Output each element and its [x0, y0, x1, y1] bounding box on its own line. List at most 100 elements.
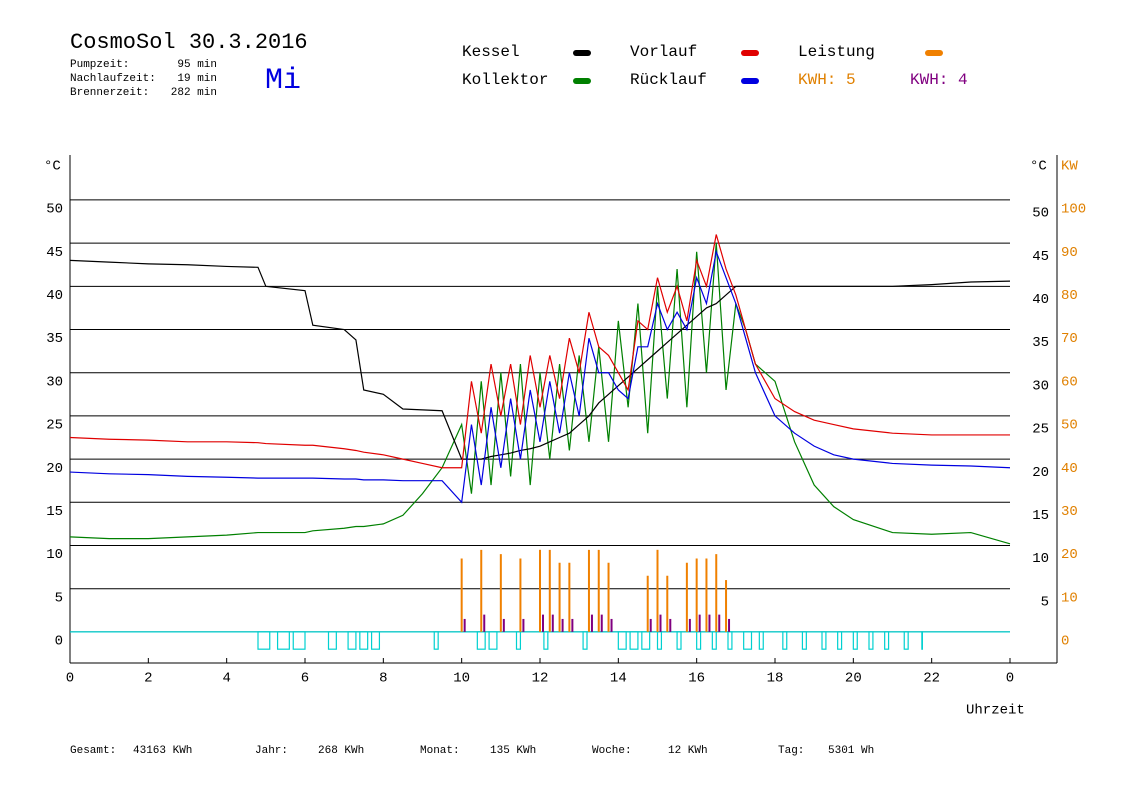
y-tick-label: 30: [46, 374, 63, 390]
pump-pulse: [292, 631, 306, 650]
x-tick-label: 4: [222, 671, 230, 687]
footer-value: 268 KWh: [318, 745, 364, 757]
y-tick-label: 25: [46, 418, 63, 434]
footer-label: Gesamt:: [70, 745, 116, 757]
y-tick-label: 20: [46, 461, 63, 477]
info-label: Nachlaufzeit:: [70, 73, 156, 85]
pump-pulse: [837, 631, 843, 650]
pump-pulse: [656, 631, 663, 650]
info-label: Brennerzeit:: [70, 87, 149, 99]
y2-tick-label: 50: [1061, 418, 1078, 434]
y2-tick-label: 80: [1061, 288, 1078, 304]
pump-pulse: [758, 631, 764, 650]
pump-pulse: [884, 631, 890, 650]
y-tick-label: 35: [46, 331, 63, 347]
x-tick-label: 8: [379, 671, 387, 687]
pump-pulse: [641, 631, 651, 650]
pump-pulse: [821, 631, 827, 650]
info-value: 19 min: [177, 73, 217, 85]
pump-pulse: [629, 631, 639, 650]
footer-label: Woche:: [592, 745, 632, 757]
y2-tick-label: 60: [1061, 374, 1078, 390]
y-tick-label-right: 20: [1032, 465, 1049, 481]
pump-pulse: [743, 631, 753, 650]
info-value: 95 min: [177, 59, 217, 71]
y-tick-label: 15: [46, 504, 63, 520]
legend-label: Rücklauf: [630, 71, 707, 89]
info-label: Pumpzeit:: [70, 59, 129, 71]
footer-label: Monat:: [420, 745, 460, 757]
x-tick-label: 12: [532, 671, 549, 687]
x-tick-label: 14: [610, 671, 627, 687]
pump-pulse: [359, 631, 369, 650]
pump-pulse: [476, 631, 486, 650]
kwh-label: KWH: 5: [798, 71, 856, 89]
info-value: 282 min: [171, 87, 217, 99]
y2-tick-label: 30: [1061, 504, 1078, 520]
x-tick-label: 0: [1006, 671, 1014, 687]
footer-label: Jahr:: [255, 745, 288, 757]
y2-tick-label: 40: [1061, 461, 1078, 477]
pump-pulse: [617, 631, 627, 650]
pump-pulse: [782, 631, 788, 650]
y-tick-label-right: 25: [1032, 422, 1049, 438]
pump-pulse: [801, 631, 807, 650]
y2-tick-label: 0: [1061, 634, 1069, 650]
x-tick-label: 16: [688, 671, 705, 687]
y-tick-label-right: 30: [1032, 378, 1049, 394]
pump-pulse: [903, 631, 909, 650]
footer-label: Tag:: [778, 745, 804, 757]
series-line: [69, 249, 1011, 504]
y-tick-label-right: 50: [1032, 206, 1049, 222]
pump-pulse: [676, 631, 682, 650]
pump-pulse: [370, 631, 381, 650]
pump-pulse: [327, 631, 337, 650]
y-tick-label: 40: [46, 288, 63, 304]
footer-value: 43163 KWh: [133, 745, 192, 757]
y2-axis-label: KW: [1061, 159, 1078, 175]
kwh-label: KWH: 4: [910, 71, 968, 89]
footer-value: 5301 Wh: [828, 745, 874, 757]
pump-pulse: [852, 631, 858, 650]
y2-tick-label: 10: [1061, 590, 1078, 606]
y-tick-label: 10: [46, 547, 63, 563]
x-tick-label: 2: [144, 671, 152, 687]
y2-tick-label: 70: [1061, 331, 1078, 347]
series-line: [69, 259, 1011, 460]
pump-pulse: [257, 631, 271, 650]
pump-pulse: [433, 631, 439, 650]
y-axis-label: °C: [44, 159, 61, 175]
legend-label: Leistung: [798, 43, 875, 61]
pump-pulse: [347, 631, 357, 650]
pump-pulse: [276, 631, 290, 650]
y2-tick-label: 90: [1061, 245, 1078, 261]
y2-tick-label: 20: [1061, 547, 1078, 563]
x-tick-label: 20: [845, 671, 862, 687]
y-tick-label: 0: [55, 634, 63, 650]
chart-title: CosmoSol 30.3.2016: [70, 30, 308, 55]
footer-value: 135 KWh: [490, 745, 536, 757]
y-tick-label: 5: [55, 590, 63, 606]
x-axis-label: Uhrzeit: [966, 703, 1025, 719]
y-axis-label-right: °C: [1030, 159, 1047, 175]
y-tick-label-right: 40: [1032, 292, 1049, 308]
y-tick-label-right: 5: [1041, 594, 1049, 610]
legend-label: Kollektor: [462, 71, 548, 89]
x-tick-label: 18: [767, 671, 784, 687]
legend-label: Kessel: [462, 43, 520, 61]
pump-pulse: [711, 631, 717, 650]
pump-pulse: [515, 631, 522, 650]
y-tick-label: 50: [46, 202, 63, 218]
y-tick-label-right: 35: [1032, 335, 1049, 351]
pump-pulse: [696, 631, 702, 650]
y2-tick-label: 100: [1061, 202, 1086, 218]
x-tick-label: 22: [923, 671, 940, 687]
x-tick-label: 10: [453, 671, 470, 687]
pump-pulse: [543, 631, 549, 650]
pump-pulse: [582, 631, 588, 650]
x-tick-label: 0: [66, 671, 74, 687]
weekday: Mi: [265, 64, 301, 98]
footer-value: 12 KWh: [668, 745, 708, 757]
